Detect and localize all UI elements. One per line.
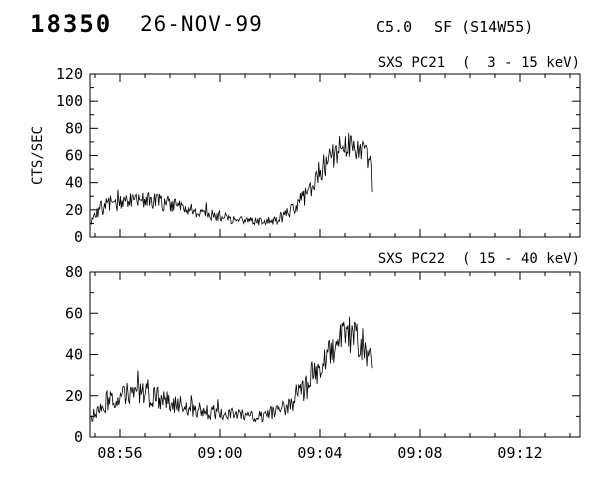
y-tick-label: 20: [65, 201, 83, 219]
top-panel-trace: [91, 132, 373, 226]
y-tick-label: 40: [65, 174, 83, 192]
y-tick-label: 20: [65, 387, 83, 405]
y-axis-title: CTS/SEC: [30, 126, 46, 185]
y-tick-label: 80: [65, 119, 83, 137]
goes-class-label: C5.0: [376, 18, 413, 36]
y-tick-label: 0: [74, 228, 83, 246]
x-tick-label: 09:12: [497, 444, 542, 462]
y-tick-label: 80: [65, 263, 83, 281]
top-panel: 0 20 40 60 80 100 120 CTS/SEC: [30, 65, 581, 246]
event-id-label: 18350: [30, 10, 113, 38]
y-tick-label: 40: [65, 346, 83, 364]
y-tick-label: 120: [56, 65, 83, 83]
bottom-panel-frame: [89, 271, 581, 438]
x-tick-label: 09:08: [397, 444, 442, 462]
flare-location-label: SF (S14W55): [434, 18, 534, 36]
event-date-label: 26-NOV-99: [140, 12, 263, 36]
top-panel-frame: [89, 73, 581, 238]
bottom-panel-trace: [91, 316, 373, 423]
x-tick-label: 09:04: [297, 444, 342, 462]
y-tick-label: 100: [56, 92, 83, 110]
top-panel-title: SXS PC21 ( 3 - 15 keV): [377, 55, 580, 71]
y-tick-label: 0: [74, 428, 83, 446]
bottom-panel-title: SXS PC22 ( 15 - 40 keV): [377, 251, 580, 267]
bottom-panel: 08:56 09:00 09:04 09:08 09:12 0 20 40 60 80: [65, 263, 581, 462]
y-tick-label: 60: [65, 304, 83, 322]
y-tick-label: 60: [65, 147, 83, 165]
x-tick-label: 09:00: [197, 444, 242, 462]
x-tick-label: 08:56: [97, 444, 142, 462]
